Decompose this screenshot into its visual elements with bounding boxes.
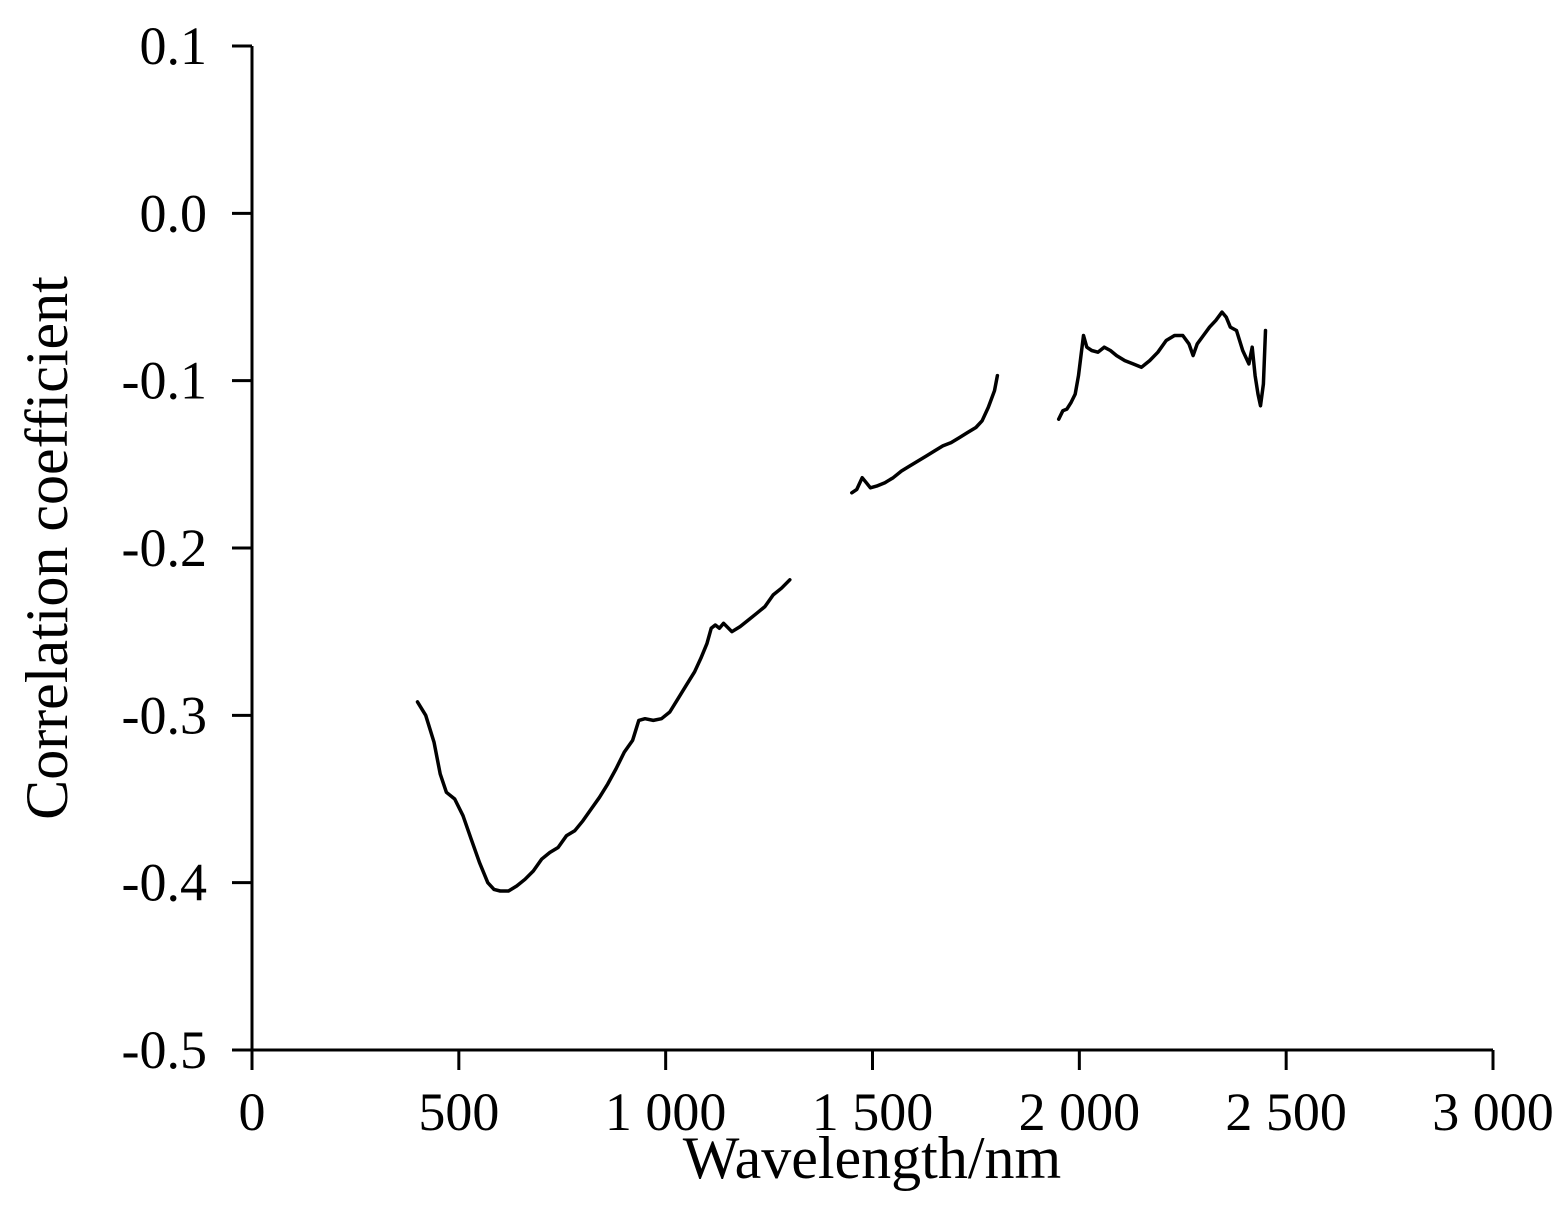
x-tick-label: 3 000 (1432, 1082, 1554, 1142)
series-line-segment (850, 373, 1000, 495)
y-tick-label: -0.3 (122, 685, 207, 745)
plot-lines (415, 310, 1268, 893)
y-tick-label: -0.4 (122, 853, 207, 913)
x-tick-label: 0 (239, 1082, 266, 1142)
series-line-segment (1056, 310, 1268, 421)
x-tick-label: 1 000 (605, 1082, 727, 1142)
y-tick-label: -0.2 (122, 518, 207, 578)
y-tick-label: 0.0 (140, 183, 208, 243)
y-tick-label: -0.5 (122, 1020, 207, 1080)
x-ticks: 0 500 1 000 1 500 2 000 2 500 3 000 (239, 1050, 1554, 1142)
x-axis-title: Wavelength/nm (683, 1125, 1061, 1191)
x-tick-label: 2 500 (1225, 1082, 1347, 1142)
y-tick-label: 0.1 (140, 16, 208, 76)
x-tick-label: 2 000 (1019, 1082, 1141, 1142)
series-line-segment (415, 578, 792, 893)
y-ticks: 0.1 0.0 -0.1 -0.2 -0.3 -0.4 -0.5 (122, 16, 252, 1080)
y-axis-title: Correlation coefficient (14, 276, 80, 820)
x-tick-label: 1 500 (812, 1082, 934, 1142)
y-tick-label: -0.1 (122, 351, 207, 411)
x-tick-label: 500 (418, 1082, 499, 1142)
